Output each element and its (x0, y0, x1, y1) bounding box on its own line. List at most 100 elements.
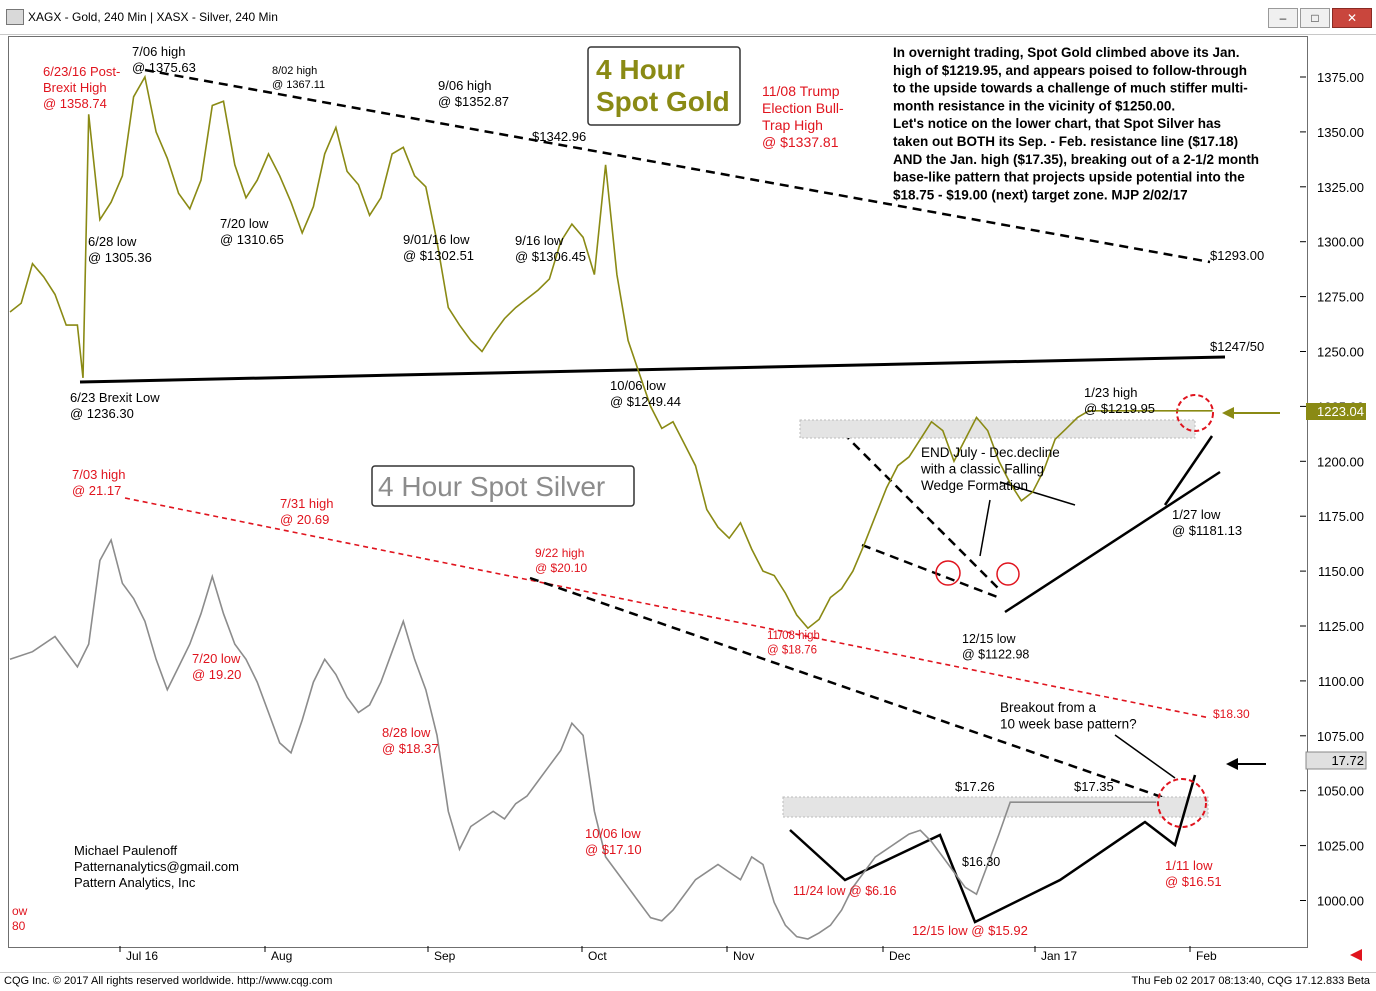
silver-jul31-high-label: 7/31 high @ 20.69 (280, 496, 334, 527)
wedge-callout-arrow (979, 499, 991, 557)
silver-1630-label: $16.30 (962, 855, 1000, 869)
author-label: Michael Paulenoff Patternanalytics@gmail.… (74, 843, 239, 890)
x-tick-label: Oct (588, 949, 607, 963)
oct06-low-label: 10/06 low @ $1249.44 (610, 378, 681, 409)
y-tick-label: 1050.00 (1317, 784, 1364, 799)
window-title: XAGX - Gold, 240 Min | XASX - Silver, 24… (28, 10, 278, 24)
y-tick-label: 1000.00 (1317, 894, 1364, 909)
sep16-low-label: 9/16 low @ $1306.45 (515, 233, 586, 264)
timestamp-text: Thu Feb 02 2017 08:13:40, CQG 17.12.833 … (1131, 975, 1370, 987)
silver-resistance-sep-feb (529, 576, 1206, 814)
last-silver-price: 17.72 (1331, 753, 1364, 768)
wedge-circle-1 (935, 560, 961, 586)
silver-resistance-band (782, 796, 1209, 818)
jan23-high-label: 1/23 high @ $1219.95 (1084, 385, 1155, 416)
last-silver-price-box (1305, 751, 1367, 770)
wedge-label: END July - Dec.decline with a classic Fal… (920, 445, 1060, 493)
gold-breakout-circle (1176, 394, 1214, 432)
silver-jul20-low-label: 7/20 low @ 19.20 (192, 651, 241, 682)
y-tick-label: 1100.00 (1318, 674, 1364, 689)
silver-res-1830-label: $18.30 (1213, 707, 1250, 721)
silver-base-outline (789, 774, 1197, 924)
jan27-low-label: 1/27 low @ $1181.13 (1172, 507, 1242, 538)
dec15-low-label: 12/15 low @ $1122.98 (962, 632, 1029, 662)
y-tick-label: 1275.00 (1317, 290, 1364, 305)
cut-off-low-label: ow 80 (12, 904, 28, 933)
silver-oct06-low-label: 10/06 low @ $17.10 (585, 826, 642, 857)
y-tick-label: 1375.00 (1317, 70, 1364, 85)
gold-1342-label: $1342.96 (532, 129, 586, 144)
breakout-label: Breakout from a 10 week base pattern? (1000, 700, 1137, 732)
y-tick-label: 1150.00 (1318, 564, 1364, 579)
breakout-callout-arrow (1114, 734, 1176, 779)
silver-1726-label: $17.26 (955, 779, 995, 794)
gold-steep-uptrend (1163, 435, 1214, 506)
y-tick-label: 1075.00 (1317, 729, 1364, 744)
y-tick-label: 1300.00 (1317, 235, 1364, 250)
res-1293-label: $1293.00 (1210, 248, 1264, 263)
y-tick-label: 1250.00 (1317, 345, 1364, 360)
x-tick-label: Feb (1196, 949, 1217, 963)
silver-title-box (371, 465, 635, 507)
gold-title: 4 Hour Spot Gold (596, 54, 730, 117)
minimize-button[interactable]: – (1268, 8, 1298, 28)
last-gold-price-box (1306, 403, 1366, 420)
gold-price-line (9, 74, 1213, 630)
y-tick-label: 1125.00 (1318, 619, 1364, 634)
commentary-text: In overnight trading, Spot Gold climbed … (893, 45, 1259, 202)
x-tick-label: Nov (733, 949, 754, 963)
silver-jul03-high-label: 7/03 high @ 21.17 (72, 467, 126, 498)
x-tick-label: Jul 16 (126, 949, 158, 963)
support-line-1247 (79, 355, 1226, 384)
aug02-high-label: 8/02 high @ 1367.11 (272, 65, 325, 91)
wedge-lower-line (861, 543, 1001, 600)
silver-arrow-head (1226, 758, 1238, 770)
wedge-upper-line (831, 421, 1001, 591)
y-tick-label: 1200.00 (1317, 454, 1364, 469)
copyright-text: CQG Inc. © 2017 All rights reserved worl… (4, 975, 333, 987)
gold-arrow-head (1222, 407, 1234, 419)
silver-price-line (9, 537, 1157, 940)
chart-plot-area[interactable] (8, 36, 1308, 948)
last-gold-price: 1223.04 (1317, 404, 1364, 419)
jul06-high-label: 7/06 high @ 1375.63 (132, 44, 196, 75)
close-button[interactable]: ✕ (1332, 8, 1372, 28)
x-tick-label: Jan 17 (1041, 949, 1077, 963)
brexit-low-label: 6/23 Brexit Low @ 1236.30 (70, 390, 160, 421)
sep06-high-label: 9/06 high @ $1352.87 (438, 78, 509, 109)
x-tick-label: Aug (271, 949, 292, 963)
post-brexit-high-label: 6/23/16 Post-Brexit High @ 1358.74 (43, 64, 120, 111)
y-tick-label: 1175.00 (1318, 509, 1364, 524)
silver-resistance-1830 (124, 497, 1211, 719)
gold-title-box (587, 46, 741, 126)
app-icon (6, 9, 24, 25)
wedge-circle-2 (996, 562, 1020, 586)
y-tick-label: 1350.00 (1317, 125, 1364, 140)
trump-high-label: 11/08 Trump Election Bull-Trap High @ $133… (762, 83, 844, 150)
window-titlebar: XAGX - Gold, 240 Min | XASX - Silver, 24… (0, 0, 1376, 35)
silver-jan11-low-label: 1/11 low @ $16.51 (1165, 858, 1222, 889)
x-tick-label: Dec (889, 949, 910, 963)
scroll-arrow-icon[interactable] (1350, 949, 1362, 961)
silver-nov24-low-label: 11/24 low @ $6.16 (793, 884, 897, 898)
silver-title: 4 Hour Spot Silver (378, 471, 605, 502)
x-tick-label: Sep (434, 949, 456, 963)
silver-aug28-low-label: 8/28 low @ $18.37 (382, 725, 439, 756)
res-1247-label: $1247/50 (1210, 339, 1264, 354)
silver-dec15-low-label: 12/15 low @ $15.92 (912, 923, 1028, 938)
jun28-low-label: 6/28 low @ 1305.36 (88, 234, 152, 265)
y-tick-label: 1025.00 (1317, 839, 1364, 854)
status-bar: CQG Inc. © 2017 All rights reserved worl… (0, 972, 1376, 991)
silver-nov08-high-label: 11/08 high @ $18.76 (767, 630, 820, 657)
y-tick-label: 1325.00 (1317, 180, 1364, 195)
resistance-line-1293 (144, 68, 1211, 264)
maximize-button[interactable]: □ (1300, 8, 1330, 28)
sep01-low-label: 9/01/16 low @ $1302.51 (403, 232, 474, 263)
jul20-low-label: 7/20 low @ 1310.65 (220, 216, 284, 247)
silver-sep22-high-label: 9/22 high @ $20.10 (535, 546, 588, 575)
silver-1735-label: $17.35 (1074, 779, 1114, 794)
gold-uptrend-line (1004, 470, 1221, 614)
gold-resistance-band (799, 419, 1196, 439)
silver-breakout-circle (1157, 778, 1207, 828)
